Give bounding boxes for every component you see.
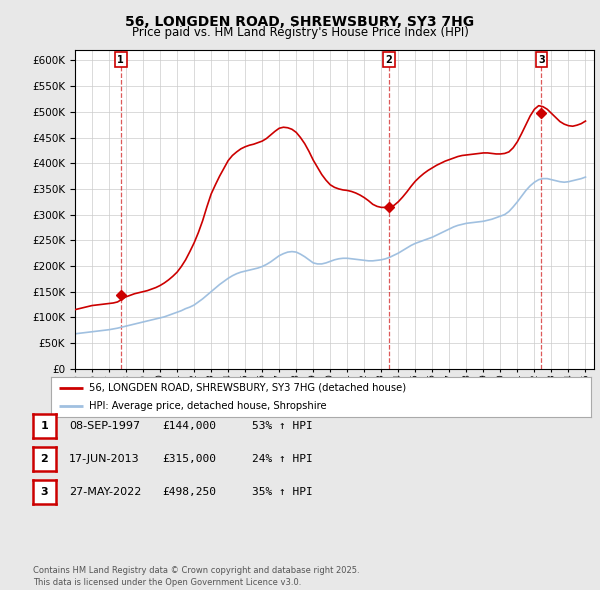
Text: £315,000: £315,000 xyxy=(162,454,216,464)
Text: Contains HM Land Registry data © Crown copyright and database right 2025.
This d: Contains HM Land Registry data © Crown c… xyxy=(33,566,359,587)
Text: 3: 3 xyxy=(538,55,545,65)
Text: £498,250: £498,250 xyxy=(162,487,216,497)
Text: 17-JUN-2013: 17-JUN-2013 xyxy=(69,454,140,464)
Text: 2: 2 xyxy=(386,55,392,65)
Text: 53% ↑ HPI: 53% ↑ HPI xyxy=(252,421,313,431)
Text: 2: 2 xyxy=(41,454,48,464)
Text: £144,000: £144,000 xyxy=(162,421,216,431)
Text: 08-SEP-1997: 08-SEP-1997 xyxy=(69,421,140,431)
Text: 35% ↑ HPI: 35% ↑ HPI xyxy=(252,487,313,497)
Text: 27-MAY-2022: 27-MAY-2022 xyxy=(69,487,142,497)
Text: HPI: Average price, detached house, Shropshire: HPI: Average price, detached house, Shro… xyxy=(89,401,326,411)
Text: 24% ↑ HPI: 24% ↑ HPI xyxy=(252,454,313,464)
Text: 56, LONGDEN ROAD, SHREWSBURY, SY3 7HG (detached house): 56, LONGDEN ROAD, SHREWSBURY, SY3 7HG (d… xyxy=(89,383,406,393)
Text: 1: 1 xyxy=(118,55,124,65)
Text: Price paid vs. HM Land Registry's House Price Index (HPI): Price paid vs. HM Land Registry's House … xyxy=(131,26,469,39)
Text: 56, LONGDEN ROAD, SHREWSBURY, SY3 7HG: 56, LONGDEN ROAD, SHREWSBURY, SY3 7HG xyxy=(125,15,475,29)
Text: 3: 3 xyxy=(41,487,48,497)
Text: 1: 1 xyxy=(41,421,48,431)
